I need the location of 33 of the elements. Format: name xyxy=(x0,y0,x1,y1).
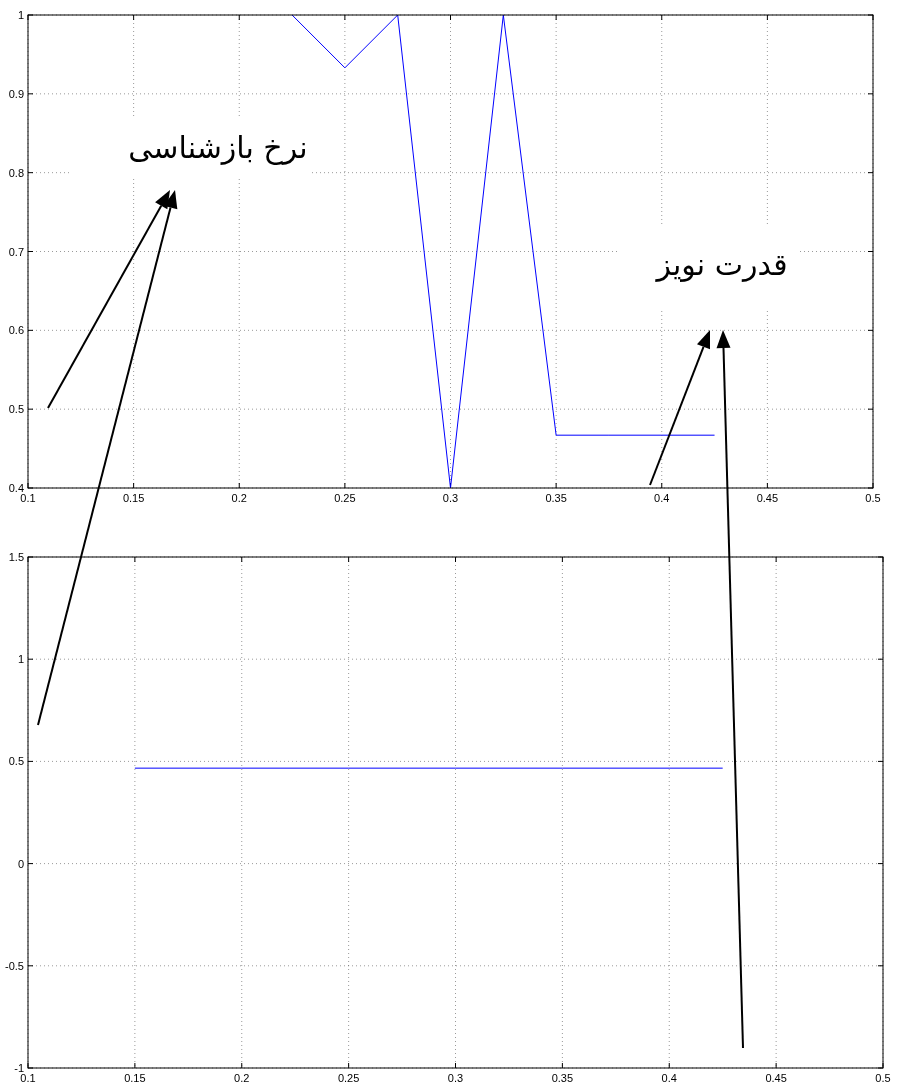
y-tick-label: 1 xyxy=(17,653,24,666)
x-tick-label: 0.25 xyxy=(334,492,356,504)
x-tick-label: 0.3 xyxy=(447,1072,464,1084)
annotation: قدرت نویز xyxy=(654,247,788,282)
x-tick-label: 0.15 xyxy=(122,492,145,504)
y-tick-label: -0.5 xyxy=(5,959,24,972)
x-tick-label: 0.1 xyxy=(20,492,36,504)
x-tick-label: 0.5 xyxy=(875,1072,891,1084)
x-tick-label: 0.45 xyxy=(765,1072,787,1084)
x-tick-label: 0.35 xyxy=(551,1072,574,1084)
y-tick-label: 0.6 xyxy=(8,324,24,337)
x-tick-label: 0.4 xyxy=(654,492,670,504)
x-tick-label: 0.35 xyxy=(545,492,567,504)
x-tick-label: 0.45 xyxy=(756,492,779,504)
x-tick-label: 0.25 xyxy=(337,1072,360,1084)
y-tick-label: 1.5 xyxy=(8,551,24,563)
x-tick-label: 0.4 xyxy=(661,1072,677,1084)
y-tick-label: 0.8 xyxy=(8,166,24,179)
x-tick-label: 0.2 xyxy=(234,1072,250,1084)
y-tick-label: 0.9 xyxy=(8,87,24,100)
x-tick-label: 0.3 xyxy=(442,492,459,504)
y-tick-label: -1 xyxy=(14,1062,24,1074)
y-tick-label: 0.7 xyxy=(8,245,24,258)
x-tick-label: 0.15 xyxy=(124,1072,146,1084)
y-tick-label: 0.5 xyxy=(8,403,24,416)
x-tick-label: 0.2 xyxy=(231,492,247,504)
annotation: نرخ بازشناسی xyxy=(128,130,308,165)
x-tick-label: 0.1 xyxy=(20,1072,36,1084)
y-tick-label: 0.5 xyxy=(8,755,24,768)
x-tick-label: 0.5 xyxy=(865,492,881,504)
y-tick-label: 0.4 xyxy=(8,482,24,494)
y-tick-label: 0 xyxy=(17,857,24,870)
y-tick-label: 1 xyxy=(17,9,24,21)
